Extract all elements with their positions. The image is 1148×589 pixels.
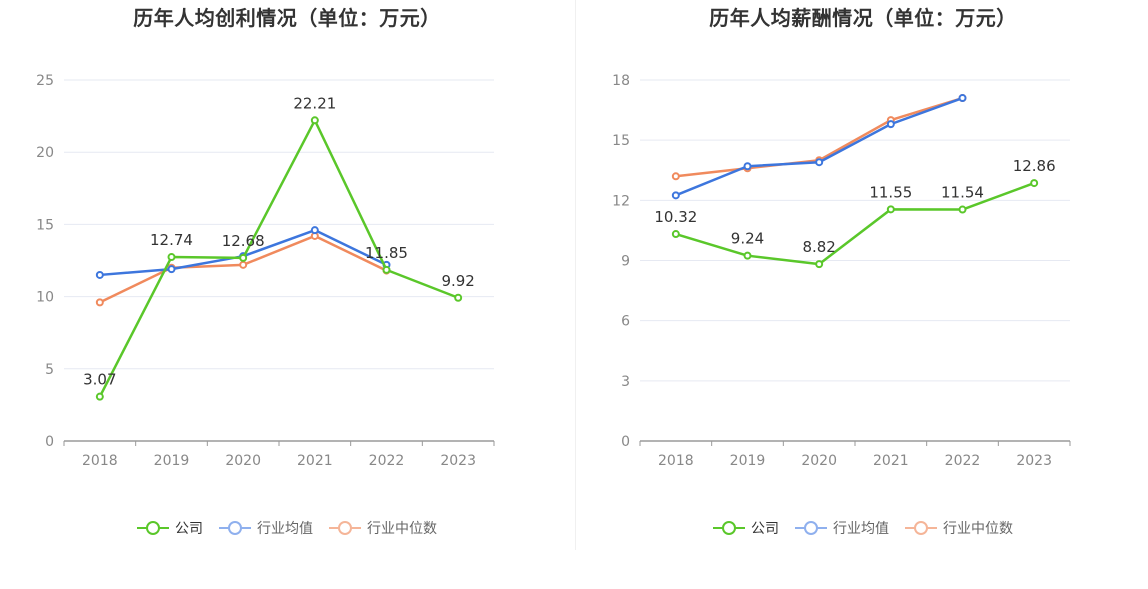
legend-label: 行业均值 xyxy=(257,521,313,537)
data-point xyxy=(671,191,680,200)
legend-label: 公司 xyxy=(175,521,203,537)
data-label: 11.54 xyxy=(941,184,984,202)
y-tick-label: 25 xyxy=(36,73,54,89)
legend-label: 行业中位数 xyxy=(367,521,437,537)
data-point xyxy=(743,251,752,260)
chart-legend: 公司 行业均值 行业中位数 xyxy=(0,518,574,538)
legend-marker-icon xyxy=(137,520,169,536)
y-tick-label: 0 xyxy=(621,434,630,450)
y-tick-label: 5 xyxy=(45,362,54,378)
x-tick-label: 2021 xyxy=(873,453,909,469)
data-point xyxy=(671,172,680,181)
y-tick-label: 3 xyxy=(621,374,630,390)
data-point xyxy=(167,253,176,262)
legend-item-industry-median[interactable]: 行业中位数 xyxy=(905,518,1013,538)
data-label: 12.86 xyxy=(1013,157,1056,175)
data-label: 10.32 xyxy=(654,208,697,226)
y-tick-label: 0 xyxy=(45,434,54,450)
data-label: 22.21 xyxy=(293,94,336,112)
x-tick-label: 2023 xyxy=(440,453,476,469)
x-tick-label: 2019 xyxy=(730,453,766,469)
data-point xyxy=(239,253,248,262)
data-label: 3.07 xyxy=(83,371,116,389)
legend-item-industry-mean[interactable]: 行业均值 xyxy=(795,518,889,538)
series-line-0 xyxy=(98,119,459,398)
data-label: 12.68 xyxy=(222,232,265,250)
data-point xyxy=(95,298,104,307)
y-tick-label: 18 xyxy=(612,73,630,89)
series-line-1 xyxy=(675,96,963,197)
y-tick-label: 6 xyxy=(621,314,630,330)
panel-divider xyxy=(575,0,576,550)
x-tick-label: 2022 xyxy=(369,453,405,469)
legend-label: 公司 xyxy=(751,521,779,537)
data-label: 9.24 xyxy=(731,230,764,248)
legend-marker-icon xyxy=(329,520,361,536)
data-point xyxy=(886,205,895,214)
legend-item-industry-mean[interactable]: 行业均值 xyxy=(219,518,313,538)
chart-title: 历年人均创利情况（单位：万元） xyxy=(133,6,441,30)
y-tick-label: 9 xyxy=(621,254,630,270)
data-point xyxy=(382,265,391,274)
data-point xyxy=(671,230,680,239)
y-tick-label: 15 xyxy=(36,217,54,233)
data-point xyxy=(167,265,176,274)
salary-chart-panel: 历年人均薪酬情况（单位：万元） 0 3 6 9 12 15 18 2018 2019 2020 20… xyxy=(576,0,1148,589)
salary-chart-plot: 0 3 6 9 12 15 18 2018 2019 2020 2021 2022 2023 10.32 9… xyxy=(612,73,1071,469)
profit-chart-panel: 历年人均创利情况（单位：万元） 0 5 10 15 20 25 2018 2019 2020 20… xyxy=(0,6,574,538)
data-point xyxy=(310,116,319,125)
legend-item-industry-median[interactable]: 行业中位数 xyxy=(329,518,437,538)
x-tick-label: 2022 xyxy=(945,453,981,469)
y-tick-label: 10 xyxy=(36,290,54,306)
series-line-0 xyxy=(675,181,1035,266)
data-point xyxy=(743,162,752,171)
legend-marker-icon xyxy=(219,520,251,536)
chart-legend: 公司 行业均值 行业中位数 xyxy=(576,518,1148,538)
y-tick-label: 20 xyxy=(36,145,54,161)
data-point xyxy=(454,293,463,302)
data-point xyxy=(239,260,248,269)
data-point xyxy=(310,226,319,235)
legend-label: 行业均值 xyxy=(833,521,889,537)
data-point xyxy=(815,158,824,167)
data-point xyxy=(95,270,104,279)
x-tick-label: 2018 xyxy=(82,453,118,469)
legend-marker-icon xyxy=(713,520,745,536)
data-point xyxy=(886,120,895,129)
y-tick-label: 12 xyxy=(612,193,630,209)
data-point xyxy=(95,392,104,401)
data-point xyxy=(1030,179,1039,188)
legend-marker-icon xyxy=(795,520,827,536)
data-label: 8.82 xyxy=(802,238,835,256)
data-point xyxy=(958,94,967,103)
data-label: 11.55 xyxy=(869,183,912,201)
data-point xyxy=(958,205,967,214)
x-tick-label: 2018 xyxy=(658,453,694,469)
chart-title: 历年人均薪酬情况（单位：万元） xyxy=(709,6,1017,30)
data-label: 11.85 xyxy=(365,244,408,262)
legend-item-company[interactable]: 公司 xyxy=(137,518,203,538)
data-point xyxy=(815,260,824,269)
data-label: 12.74 xyxy=(150,231,193,249)
legend-label: 行业中位数 xyxy=(943,521,1013,537)
x-tick-label: 2021 xyxy=(297,453,333,469)
legend-marker-icon xyxy=(905,520,937,536)
profit-chart-plot: 0 5 10 15 20 25 2018 2019 2020 2021 2022 2023 3.07 12… xyxy=(36,73,495,469)
data-label: 9.92 xyxy=(441,272,474,290)
y-tick-label: 15 xyxy=(612,133,630,149)
x-tick-label: 2020 xyxy=(801,453,837,469)
x-tick-label: 2023 xyxy=(1016,453,1052,469)
x-tick-label: 2020 xyxy=(225,453,261,469)
legend-item-company[interactable]: 公司 xyxy=(713,518,779,538)
x-tick-label: 2019 xyxy=(154,453,190,469)
